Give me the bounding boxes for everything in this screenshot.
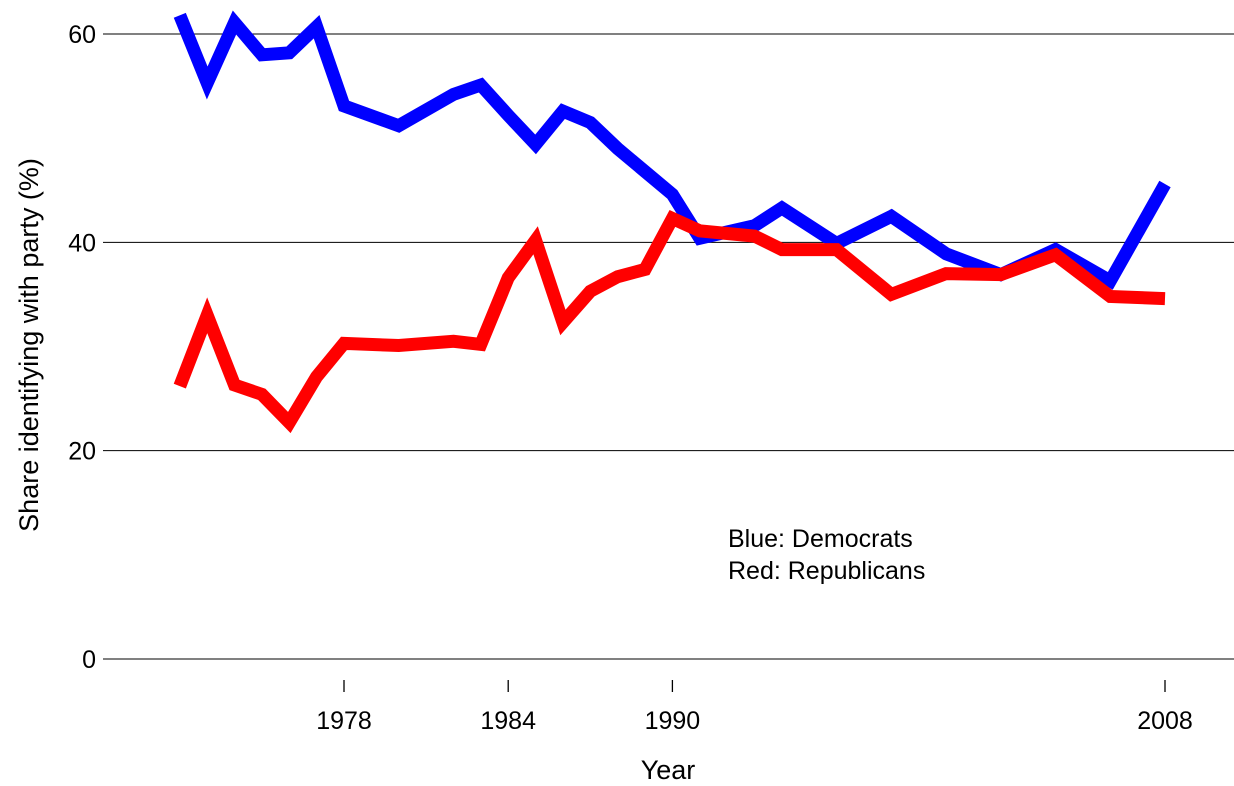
legend-note-republicans: Red: Republicans <box>728 557 925 585</box>
x-tick-label: 1978 <box>316 707 372 735</box>
x-tick-label: 2008 <box>1137 707 1193 735</box>
series-line-democrats <box>173 10 1171 290</box>
x-tick-label: 1990 <box>645 707 701 735</box>
y-tick-label: 40 <box>68 229 96 257</box>
y-tick-layer: 0 20 40 60 <box>68 21 96 674</box>
y-axis-title: Share identifying with party (%) <box>14 158 44 532</box>
x-axis-title: Year <box>641 755 696 785</box>
series-layer <box>173 10 1171 434</box>
y-tick-label: 0 <box>82 646 96 674</box>
legend-note-democrats: Blue: Democrats <box>728 525 913 553</box>
y-tick-label: 20 <box>68 438 96 466</box>
grid-layer <box>103 33 1234 660</box>
y-tick-label: 60 <box>68 21 96 49</box>
x-tick-layer: 1978 1984 1990 2008 <box>316 680 1193 735</box>
x-tick-label: 1984 <box>480 707 536 735</box>
series-line-republicans <box>173 209 1166 434</box>
